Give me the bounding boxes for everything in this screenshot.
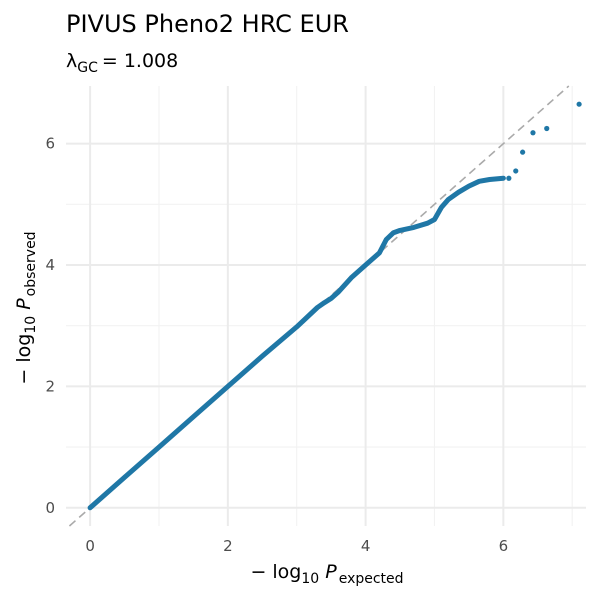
y-tick-labels: 0 2 4 6 (45, 135, 55, 517)
qq-series (87, 175, 506, 511)
lambda-operator: = (102, 50, 124, 72)
lambda-subscript: GC (77, 60, 98, 76)
grid (66, 86, 586, 526)
qq-point (544, 125, 550, 132)
y-tick-label: 4 (45, 256, 55, 274)
y-tick-label: 2 (45, 377, 55, 395)
y-axis-label: − log10 Pobserved (13, 231, 39, 384)
lambda-gc-subtitle: λGC = 1.008 (66, 50, 178, 76)
qq-point (576, 101, 582, 107)
qq-point (513, 168, 519, 174)
qq-point (520, 149, 526, 155)
lambda-symbol: λ (66, 50, 77, 72)
x-tick-label: 4 (361, 537, 371, 555)
qq-point (506, 175, 512, 181)
chart-title: PIVUS Pheno2 HRC EUR (66, 10, 349, 38)
y-tick-label: 6 (45, 135, 55, 153)
qq-point (530, 130, 536, 136)
x-tick-label: 2 (223, 537, 233, 555)
x-tick-label: 6 (499, 537, 509, 555)
qq-points (506, 101, 582, 181)
x-tick-label: 0 (85, 537, 95, 555)
lambda-value: 1.008 (124, 50, 178, 72)
x-tick-labels: 0 2 4 6 (85, 537, 508, 555)
y-tick-label: 0 (45, 499, 55, 517)
